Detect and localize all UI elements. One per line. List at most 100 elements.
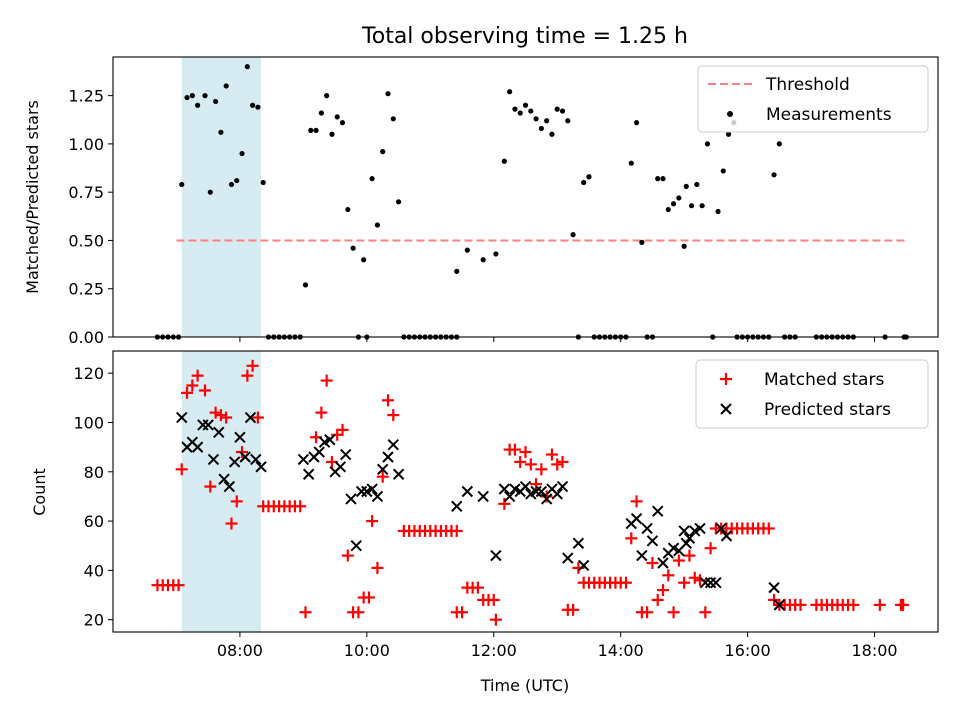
top-y-tick-label: 0.00 <box>68 328 104 347</box>
measurement-point <box>260 179 266 186</box>
predicted-star-marker <box>498 483 511 495</box>
measurement-point <box>704 141 711 147</box>
measurement-point <box>184 94 190 101</box>
matched-star-marker <box>524 458 537 471</box>
matched-star-marker <box>519 446 532 459</box>
measurement-point <box>390 116 396 122</box>
matched-star-marker <box>471 581 484 594</box>
matched-star-marker <box>651 593 664 606</box>
predicted-star-marker <box>218 473 230 485</box>
measurement-point <box>385 91 391 97</box>
predicted-star-marker <box>461 485 474 498</box>
predicted-star-marker <box>720 530 733 542</box>
measurement-point <box>374 222 381 228</box>
predicted-star-marker <box>694 522 706 535</box>
measurement-point <box>361 257 367 263</box>
measurement-point <box>239 150 245 157</box>
bottom-y-tick-label: 100 <box>73 413 104 432</box>
bottom-y-tick-label: 80 <box>84 463 104 482</box>
predicted-star-marker <box>577 559 590 572</box>
predicted-star-marker <box>683 532 696 545</box>
x-tick-label: 18:00 <box>851 641 897 660</box>
bottom-highlight-span <box>181 351 262 632</box>
measurement-point <box>694 181 700 188</box>
predicted-star-marker <box>572 537 585 549</box>
measurement-point <box>522 102 529 108</box>
predicted-star-marker <box>239 451 251 463</box>
matched-star-marker <box>371 561 384 574</box>
matched-star-marker <box>897 598 910 611</box>
top-plot-frame <box>112 56 939 338</box>
matched-star-marker <box>657 584 669 597</box>
measurement-point <box>223 83 229 89</box>
measurement-point <box>228 181 235 188</box>
matched-star-marker <box>556 455 569 468</box>
predicted-star-marker <box>773 599 786 611</box>
measurement-point <box>544 118 550 124</box>
matched-star-marker <box>376 470 389 483</box>
chart-title: Total observing time = 1.25 h <box>361 24 688 49</box>
measurement-point <box>212 98 219 105</box>
matched-star-marker <box>487 593 500 606</box>
measurement-point <box>528 108 534 114</box>
top-y-tick-label: 0.75 <box>68 183 104 202</box>
measurement-point <box>517 110 523 116</box>
bottom-y-tick-label: 20 <box>84 611 104 630</box>
matched-star-marker <box>678 576 691 589</box>
measurement-point <box>195 102 201 108</box>
x-tick-label: 10:00 <box>344 641 390 660</box>
top-x-axis-ticks <box>239 337 876 342</box>
measurement-point <box>324 93 330 99</box>
matched-star-marker <box>387 409 400 422</box>
predicted-star-marker <box>324 434 336 446</box>
predicted-star-marker <box>244 411 257 424</box>
measurement-point <box>725 131 732 137</box>
measurement-point <box>480 257 486 263</box>
matched-star-marker <box>336 423 349 436</box>
top-y-tick-label: 1.25 <box>68 87 104 106</box>
x-tick-label: 12:00 <box>471 641 517 660</box>
matched-star-marker <box>567 603 580 616</box>
matched-stars-points <box>151 359 910 626</box>
matched-star-marker <box>382 394 394 407</box>
top-legend: Threshold Measurements <box>697 65 929 133</box>
matched-star-marker <box>181 386 194 399</box>
legend-predicted-swatch <box>720 403 732 415</box>
top-y-tick-label: 0.25 <box>68 280 104 299</box>
measurement-point <box>234 177 240 184</box>
matched-star-marker <box>209 406 222 419</box>
predicted-star-marker <box>334 461 347 473</box>
matched-star-marker <box>667 606 680 619</box>
measurement-point <box>570 232 576 238</box>
top-panel: 0.00 0.25 0.50 0.75 1.00 1.25 Total observing… <box>23 24 939 347</box>
measurement-point <box>676 195 682 201</box>
predicted-star-marker <box>297 453 310 466</box>
matched-star-marker <box>545 448 558 461</box>
matched-star-marker <box>220 411 233 424</box>
predicted-star-marker <box>715 522 727 535</box>
predicted-star-marker <box>366 483 378 495</box>
predicted-star-marker <box>503 490 516 503</box>
matched-star-marker <box>688 571 701 584</box>
matched-star-marker <box>794 598 807 611</box>
measurement-point <box>218 129 224 135</box>
predicted-star-marker <box>339 448 352 461</box>
predicted-star-marker <box>213 426 225 439</box>
predicted-star-marker <box>490 549 502 562</box>
predicted-star-marker <box>228 456 241 468</box>
predicted-star-marker <box>562 552 574 564</box>
bottom-plot-frame <box>112 350 939 633</box>
measurement-point <box>688 203 695 209</box>
predicted-star-marker <box>387 438 399 451</box>
predicted-star-marker <box>641 522 653 535</box>
matched-star-marker <box>341 549 354 562</box>
predicted-star-marker <box>630 512 643 525</box>
predicted-star-marker <box>207 453 220 466</box>
measurement-point <box>655 176 661 182</box>
measurement-point <box>628 160 634 166</box>
top-y-tick-label: 0.50 <box>68 231 104 250</box>
matched-star-marker <box>246 359 259 372</box>
predicted-star-marker <box>377 463 389 476</box>
measurement-point <box>670 201 677 207</box>
